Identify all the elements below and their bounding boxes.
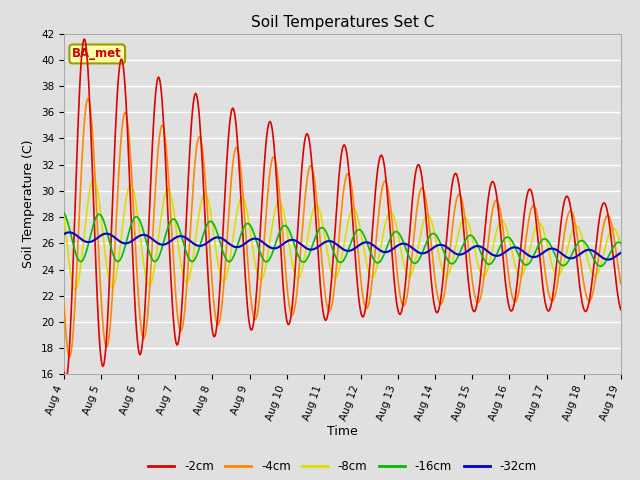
Legend: -2cm, -4cm, -8cm, -16cm, -32cm: -2cm, -4cm, -8cm, -16cm, -32cm	[144, 455, 541, 478]
Y-axis label: Soil Temperature (C): Soil Temperature (C)	[22, 140, 35, 268]
Title: Soil Temperatures Set C: Soil Temperatures Set C	[251, 15, 434, 30]
X-axis label: Time: Time	[327, 425, 358, 438]
Text: BA_met: BA_met	[72, 48, 122, 60]
